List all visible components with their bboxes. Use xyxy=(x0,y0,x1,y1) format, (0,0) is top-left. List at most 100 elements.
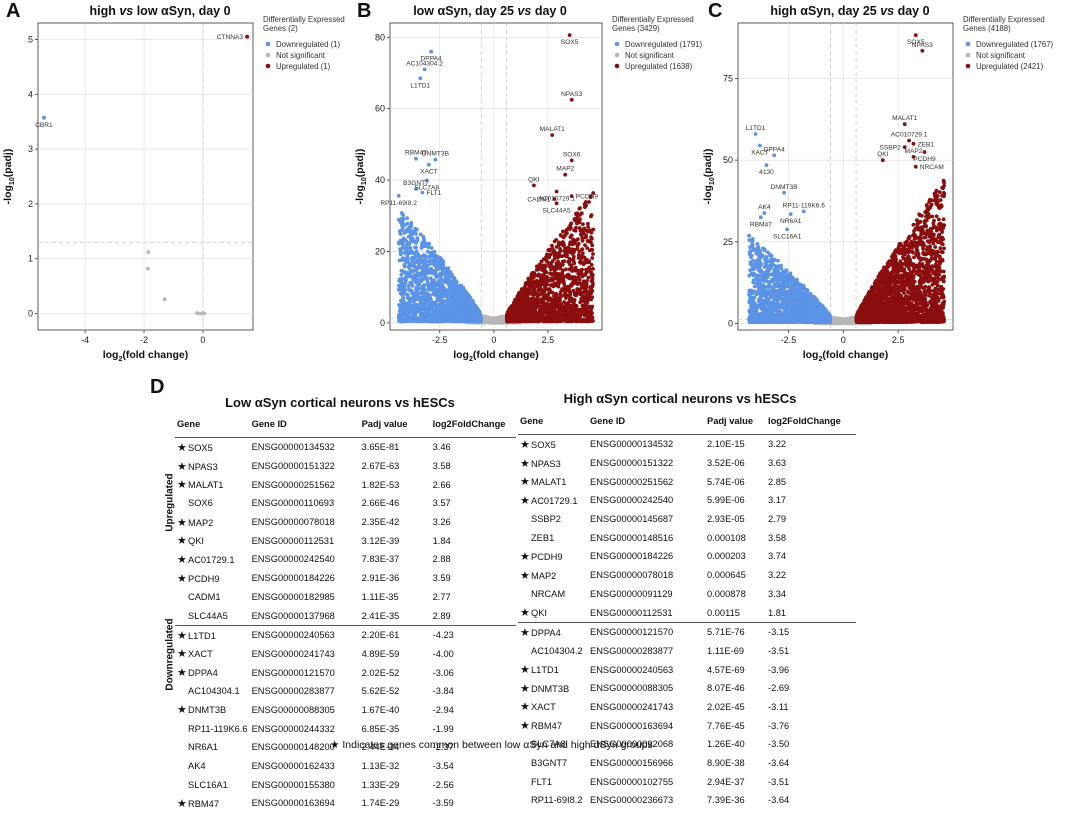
point-up xyxy=(571,238,575,242)
point-up xyxy=(527,319,531,323)
point-down xyxy=(444,280,448,284)
point-down xyxy=(408,308,412,312)
point-up xyxy=(588,249,592,253)
y-tick-label: 2 xyxy=(28,199,33,209)
point-up xyxy=(556,252,560,256)
point-up xyxy=(581,295,585,299)
gene-label: XACT xyxy=(420,169,438,176)
point-down xyxy=(426,250,430,254)
point-up xyxy=(563,285,567,289)
point-down xyxy=(399,217,403,221)
point-up xyxy=(580,228,584,232)
point-up xyxy=(565,252,569,256)
point-down xyxy=(407,304,411,308)
point-ns xyxy=(146,267,150,271)
point-down xyxy=(401,256,405,260)
y-tick-label: 0 xyxy=(728,318,733,328)
point-down xyxy=(428,297,432,301)
point-labeled xyxy=(568,33,572,37)
point-up xyxy=(582,282,586,286)
point-down xyxy=(414,311,418,315)
legend-title: Differentially Expressed xyxy=(263,15,345,24)
point-up xyxy=(548,279,552,283)
point-down xyxy=(426,282,430,286)
y-tick-label: 40 xyxy=(375,175,385,185)
point-up xyxy=(589,298,593,302)
legend-title: Genes (3429) xyxy=(612,24,660,33)
point-up xyxy=(517,319,521,323)
point-up xyxy=(591,228,595,232)
point-down xyxy=(460,285,464,289)
point-down xyxy=(437,281,441,285)
point-down xyxy=(476,316,480,320)
point-up xyxy=(587,200,591,204)
point-up xyxy=(580,248,584,252)
point-up xyxy=(543,307,547,311)
legend-entry: Downregulated (1791) xyxy=(625,40,703,49)
point-down xyxy=(399,252,403,256)
point-up xyxy=(577,253,581,257)
x-axis-label: log2(fold change) xyxy=(103,349,189,363)
point-up xyxy=(544,264,548,268)
point-up xyxy=(564,267,568,271)
point-up xyxy=(584,273,588,277)
point-down xyxy=(414,268,418,272)
point-down xyxy=(405,222,409,226)
point-down xyxy=(411,251,415,255)
point-up xyxy=(537,273,541,277)
point-down xyxy=(404,270,408,274)
point-down xyxy=(452,314,456,318)
point-down xyxy=(412,262,416,266)
point-up xyxy=(547,255,551,259)
point-up xyxy=(533,311,537,315)
point-up xyxy=(586,225,590,229)
point-up xyxy=(564,308,568,312)
point-down xyxy=(461,300,465,304)
chart-title: high vs low αSyn, day 0 xyxy=(89,4,230,18)
point-down xyxy=(410,319,414,323)
point-up xyxy=(578,278,582,282)
point-up xyxy=(574,229,578,233)
point-up xyxy=(547,302,551,306)
point-up xyxy=(558,247,562,251)
point-up xyxy=(572,255,576,259)
point-up xyxy=(577,317,581,321)
point-up xyxy=(570,233,574,237)
point-down xyxy=(434,256,438,260)
point-up xyxy=(551,259,555,263)
point-down xyxy=(422,255,426,259)
point-down xyxy=(436,295,440,299)
point-up xyxy=(561,230,565,234)
point-up xyxy=(564,296,568,300)
point-down xyxy=(446,299,450,303)
point-up xyxy=(582,299,586,303)
point-down xyxy=(453,305,457,309)
legend-swatch xyxy=(266,64,271,69)
point-up xyxy=(576,244,580,248)
point-up xyxy=(540,260,544,264)
y-axis-label: -log10(padj) xyxy=(354,149,368,205)
point-up xyxy=(561,278,565,282)
point-up xyxy=(558,267,562,271)
x-tick-label: -2.5 xyxy=(781,335,797,345)
point-up xyxy=(535,268,539,272)
legend-entry: Upregulated (1638) xyxy=(625,62,693,71)
point-up xyxy=(546,298,550,302)
point-down xyxy=(423,289,427,293)
point-labeled xyxy=(245,35,249,39)
point-down xyxy=(408,249,412,253)
point-up xyxy=(506,310,510,314)
point-up xyxy=(552,294,556,298)
legend-swatch xyxy=(966,64,971,69)
point-down xyxy=(401,213,405,217)
point-up xyxy=(587,259,591,263)
point-up xyxy=(567,274,571,278)
point-down xyxy=(460,313,464,317)
point-down xyxy=(410,280,414,284)
point-down xyxy=(410,298,414,302)
point-up xyxy=(532,293,536,297)
point-down xyxy=(441,270,445,274)
point-up xyxy=(558,298,562,302)
point-down xyxy=(439,287,443,291)
